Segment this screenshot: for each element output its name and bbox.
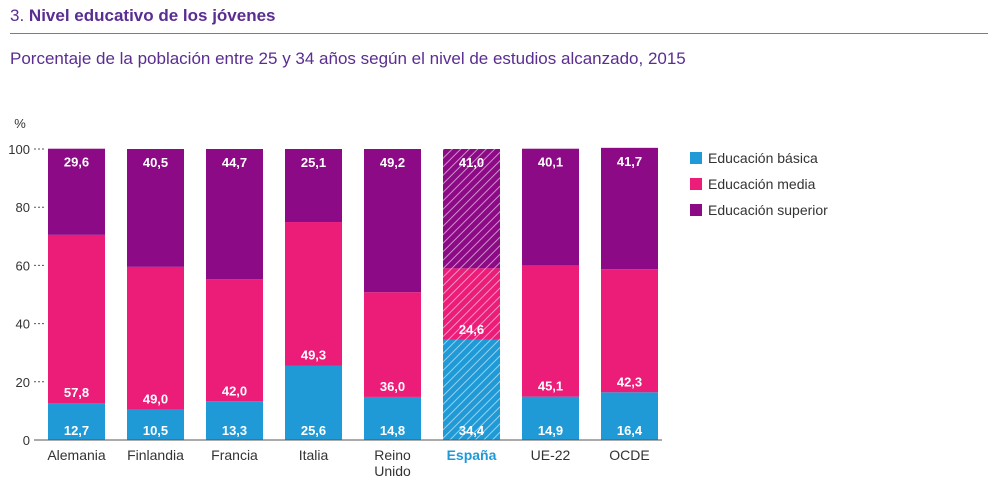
bar-value-label: 25,1: [301, 155, 326, 170]
legend-label: Educación media: [708, 176, 816, 192]
x-category-label: UE-22: [531, 447, 571, 463]
y-axis: % 0 20 40 60 80 100: [8, 116, 44, 448]
chart-title: Nivel educativo de los jóvenes: [28, 6, 276, 25]
chart-number-title: 3. Nivel educativo de los jóvenes: [10, 6, 276, 26]
bar-hatch-overlay: [443, 149, 500, 269]
x-category-label: Finlandia: [127, 447, 184, 463]
bar-value-label: 14,8: [380, 423, 405, 438]
x-category-label: Alemania: [47, 447, 106, 463]
bar-value-label: 10,5: [143, 423, 168, 438]
bar-value-label: 12,7: [64, 423, 89, 438]
bar-segment-educación-superior: [364, 149, 421, 293]
bar-value-label: 57,8: [64, 385, 89, 400]
bar-segment-educación-superior: [127, 149, 184, 267]
bar-value-label: 45,1: [538, 379, 563, 394]
bar-value-label: 36,0: [380, 379, 405, 394]
title-rule: [10, 33, 988, 34]
bar-segment-educación-superior: [522, 148, 579, 266]
bar-value-label: 16,4: [617, 423, 643, 438]
y-axis-unit-label: %: [14, 116, 26, 131]
bar-value-label: 40,5: [143, 155, 168, 170]
x-category-label: Italia: [299, 447, 329, 463]
x-axis: Alemania Finlandia Francia Italia ReinoUnido…: [34, 439, 662, 479]
bar-value-label: 49,0: [143, 391, 168, 406]
legend-label: Educación básica: [708, 150, 818, 166]
bar-segment-educación-básica: [206, 401, 263, 440]
legend-swatch: [690, 178, 702, 190]
bar-value-label: 42,3: [617, 374, 642, 389]
bar-group-reino-unido: 14,8 36,0 49,2: [364, 149, 421, 440]
bars: 12,7 57,8 29,6 10,5 49,0 40,5 13,3 42,0 44,7 25,6…: [48, 147, 658, 440]
bar-segment-educación-básica: [364, 396, 421, 440]
y-tick-label: 0: [23, 433, 30, 448]
bar-segment-educación-media: [522, 265, 579, 397]
bar-segment-educación-media: [127, 266, 184, 410]
bar-segment-educación-básica: [601, 392, 658, 440]
bar-segment-educación-superior: [601, 147, 658, 270]
legend-label: Educación superior: [708, 202, 828, 218]
bar-hatch-overlay: [443, 268, 500, 340]
bar-group-ue-22: 14,9 45,1 40,1: [522, 148, 579, 440]
bar-value-label: 34,4: [459, 423, 485, 438]
x-category-label: OCDE: [609, 447, 649, 463]
bar-segment-educación-media: [206, 279, 263, 402]
legend-swatch: [690, 204, 702, 216]
bar-group-españa: 34,4 24,6 41,0: [443, 149, 500, 440]
bar-value-label: 14,9: [538, 423, 563, 438]
bar-group-francia: 13,3 42,0 44,7: [206, 149, 263, 440]
bar-segment-educación-superior: [206, 149, 263, 280]
y-tick-label: 40: [16, 317, 30, 332]
chart-subtitle: Porcentaje de la población entre 25 y 34…: [10, 49, 686, 68]
bar-value-label: 13,3: [222, 423, 247, 438]
bar-value-label: 40,1: [538, 155, 563, 170]
bar-segment-educación-media: [601, 269, 658, 393]
y-tick-label: 80: [16, 200, 30, 215]
x-category-label: España: [447, 447, 497, 463]
y-tick-label: 60: [16, 258, 30, 273]
bar-segment-educación-superior: [48, 148, 105, 235]
bar-value-label: 25,6: [301, 423, 326, 438]
bar-segment-educación-media: [285, 222, 342, 366]
y-tick-label: 20: [16, 375, 30, 390]
bar-group-alemania: 12,7 57,8 29,6: [48, 148, 105, 440]
bar-segment-educación-básica: [285, 365, 342, 440]
bar-value-label: 41,0: [459, 155, 484, 170]
bar-value-label: 49,2: [380, 155, 405, 170]
y-tick-label: 100: [8, 142, 30, 157]
bar-segment-educación-media: [48, 234, 105, 404]
x-category-label: Reino: [374, 447, 411, 463]
bar-group-finlandia: 10,5 49,0 40,5: [127, 149, 184, 440]
bar-group-ocde: 16,4 42,3 41,7: [601, 147, 658, 440]
bar-segment-educación-media: [364, 292, 421, 397]
x-category-label: Unido: [374, 463, 411, 479]
chart-number: 3.: [10, 6, 25, 25]
bar-hatch-overlay: [443, 339, 500, 440]
stacked-bar-chart: % 0 20 40 60 80 100 12,7 57,8 29,6 10,5 49,0 40,5 13…: [8, 116, 662, 479]
bar-group-italia: 25,6 49,3 25,1: [285, 149, 342, 440]
bar-segment-educación-básica: [127, 409, 184, 440]
bar-value-label: 42,0: [222, 383, 247, 398]
bar-value-label: 49,3: [301, 348, 326, 363]
bar-value-label: 44,7: [222, 155, 247, 170]
bar-value-label: 29,6: [64, 155, 89, 170]
bar-segment-educación-superior: [285, 149, 342, 223]
legend-swatch: [690, 152, 702, 164]
bar-value-label: 41,7: [617, 154, 642, 169]
bar-value-label: 24,6: [459, 322, 484, 337]
bar-segment-educación-básica: [48, 403, 105, 440]
bar-segment-educación-básica: [522, 396, 579, 440]
x-category-label: Francia: [211, 447, 258, 463]
